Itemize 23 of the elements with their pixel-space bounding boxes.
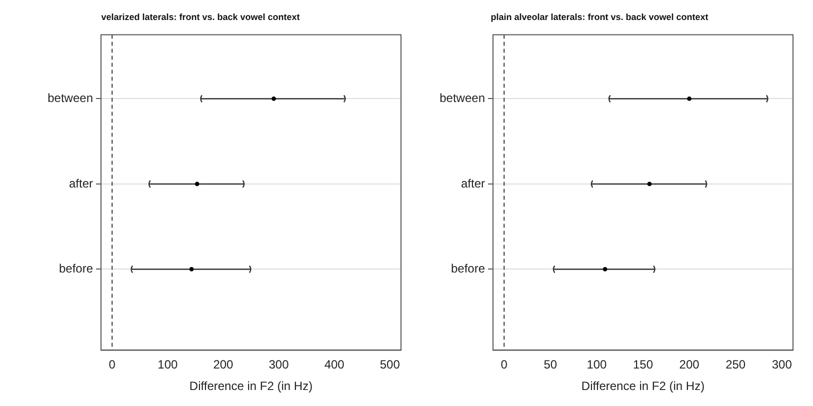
- y-tick-label: between: [440, 91, 485, 106]
- chart-title: velarized laterals: front vs. back vowel context: [101, 12, 300, 22]
- y-tick-label: after: [460, 176, 485, 190]
- x-tick-label: 100: [586, 358, 608, 372]
- x-tick-label: 250: [726, 358, 746, 372]
- x-tick-label: 0: [500, 358, 508, 372]
- y-tick-label: between: [48, 91, 93, 106]
- x-tick-label: 50: [544, 358, 558, 372]
- y-tick-label: after: [68, 176, 93, 190]
- x-tick-label: 150: [632, 358, 654, 372]
- x-tick-label: 100: [158, 358, 178, 372]
- x-tick-label: 0: [108, 358, 116, 372]
- x-tick-label: 200: [213, 358, 234, 372]
- x-tick-label: 300: [772, 358, 792, 372]
- x-axis-title: Difference in F2 (in Hz): [581, 379, 705, 394]
- x-tick-label: 500: [380, 358, 400, 372]
- x-tick-label: 400: [324, 358, 345, 372]
- x-tick-label: 200: [679, 358, 700, 372]
- x-axis-title: Difference in F2 (in Hz): [189, 379, 313, 394]
- x-tick-label: 300: [268, 358, 290, 372]
- chart-title: plain alveolar laterals: front vs. back vowel context: [490, 12, 708, 22]
- y-tick-label: before: [450, 262, 486, 276]
- y-tick-label: before: [58, 262, 94, 276]
